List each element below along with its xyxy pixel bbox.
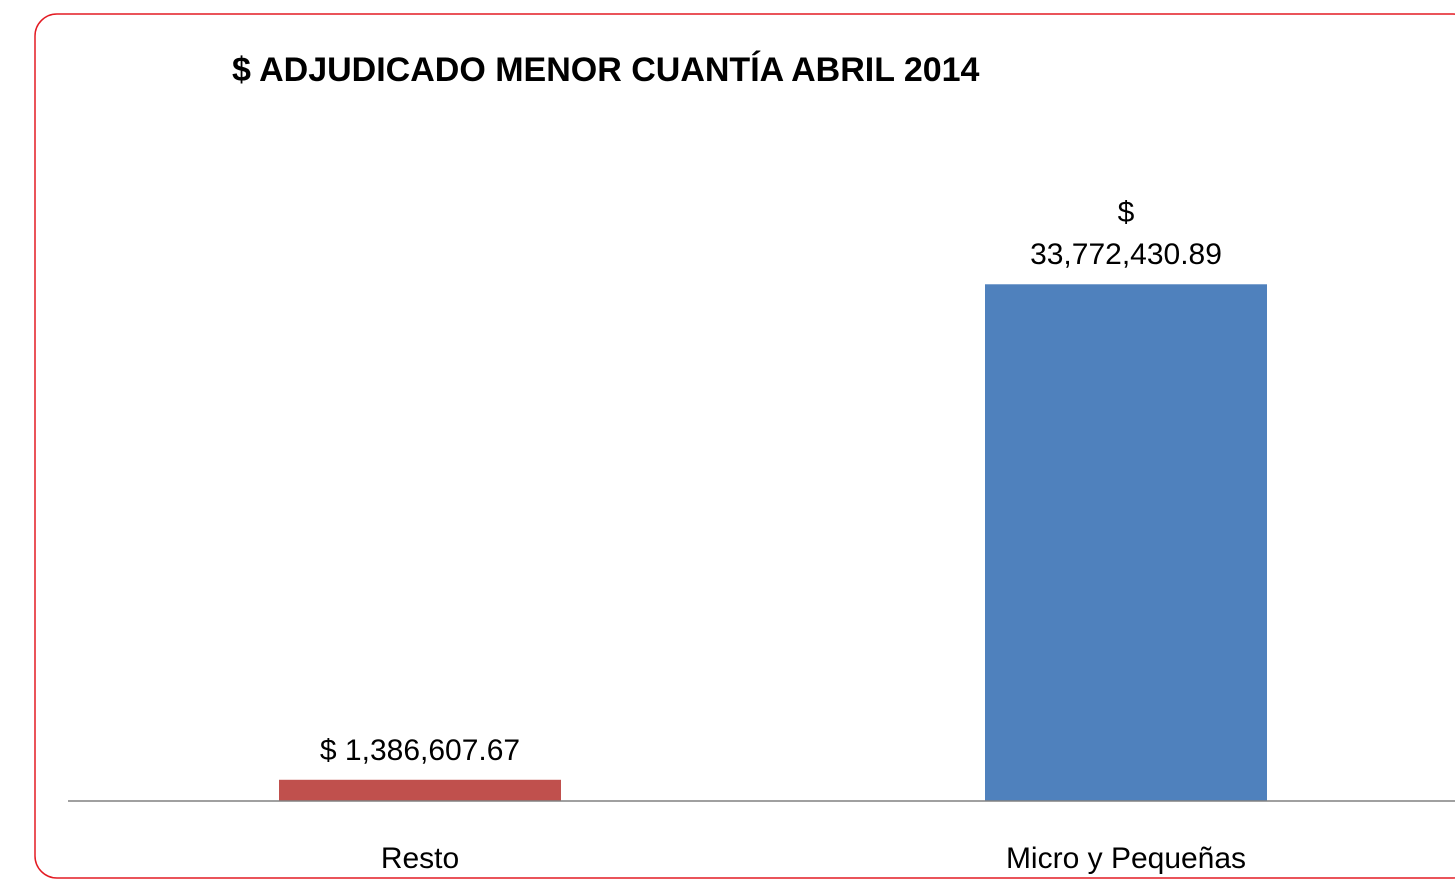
bar [985,284,1267,801]
value-label: $ 33,772,430.89 [1030,196,1222,272]
x-tick-label: Resto [381,842,459,875]
x-tick-label: Micro y Pequeñas [1006,842,1246,875]
value-label: $ 1,386,607.67 [319,733,521,767]
chart-title: $ ADJUDICADO MENOR CUANTÍA ABRIL 2014 [232,51,980,89]
bar [279,779,561,801]
